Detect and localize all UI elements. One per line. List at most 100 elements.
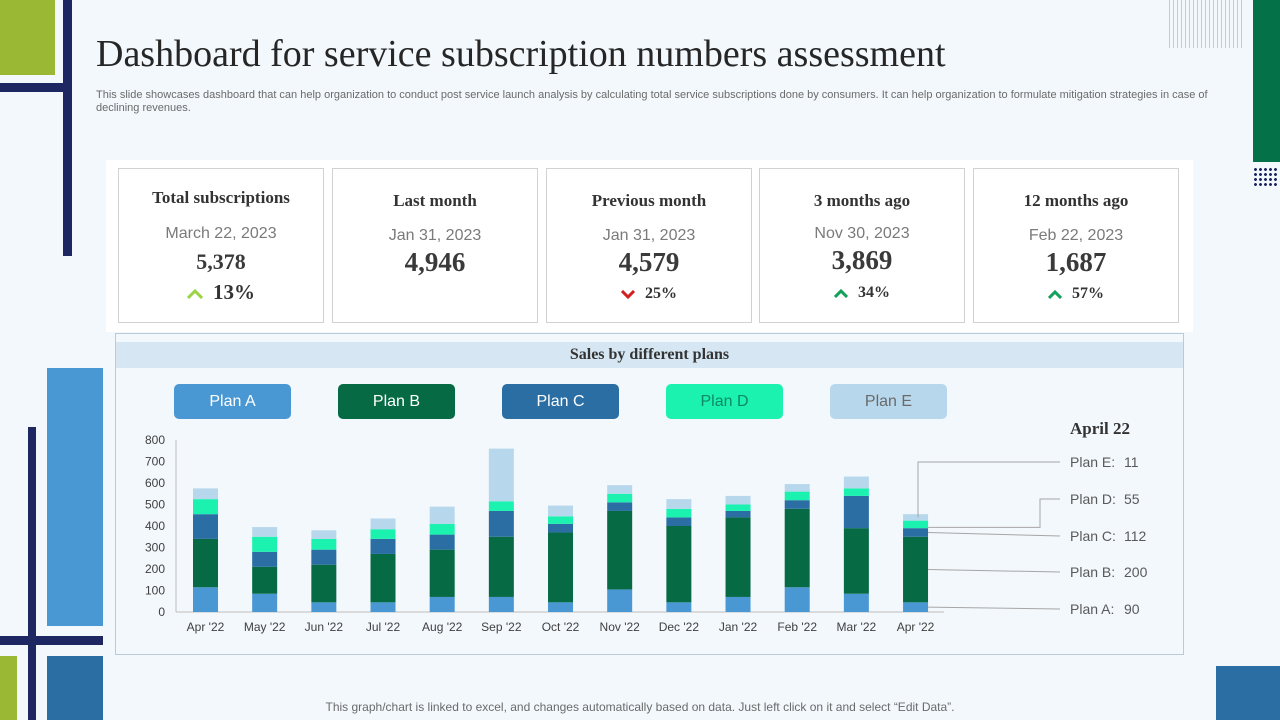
bar-segment xyxy=(370,518,396,530)
bar-segment xyxy=(666,517,692,526)
bar-segment xyxy=(725,510,751,518)
callout-value: 11 xyxy=(1124,454,1139,470)
bar-segment xyxy=(193,538,218,588)
x-tick-label: Jan '22 xyxy=(719,620,758,634)
bar-segment xyxy=(488,596,514,612)
bar-segment xyxy=(607,589,633,612)
kpi-card-total: Total subscriptions March 22, 2023 5,378… xyxy=(118,168,324,323)
kpi-title: 3 months ago xyxy=(813,191,911,210)
bar-segment xyxy=(193,514,218,539)
y-tick-label: 800 xyxy=(145,433,165,447)
trend-up-icon xyxy=(834,288,848,298)
kpi-value: 4,946 xyxy=(404,247,466,277)
callout-line xyxy=(928,569,1061,573)
callout-line xyxy=(917,461,1060,518)
kpi-date: March 22, 2023 xyxy=(165,225,277,242)
x-tick-label: Nov '22 xyxy=(600,620,641,634)
plan-a-button[interactable]: Plan A xyxy=(174,384,291,419)
bar-segment xyxy=(784,508,810,588)
bar-segment xyxy=(843,593,869,612)
bar-segment xyxy=(548,516,574,524)
kpi-value: 3,869 xyxy=(831,245,893,275)
bar-segment xyxy=(548,602,574,612)
callout-line xyxy=(928,498,1060,528)
bar-segment xyxy=(843,488,869,496)
bar-segment xyxy=(488,510,514,537)
bar-segment xyxy=(252,551,278,567)
decor-bar xyxy=(0,636,103,645)
bar-segment xyxy=(607,485,633,494)
bar-segment xyxy=(252,593,278,612)
bar-segment xyxy=(193,587,218,612)
callout-line xyxy=(928,531,1061,537)
bar-segment xyxy=(843,495,869,529)
bar-segment xyxy=(429,534,455,550)
kpi-value: 1,687 xyxy=(1045,247,1107,277)
kpi-change: 34% xyxy=(760,284,964,302)
y-tick-label: 400 xyxy=(145,519,165,533)
y-tick-label: 700 xyxy=(145,455,165,469)
bar-segment xyxy=(666,499,692,509)
kpi-change-value: 34% xyxy=(858,284,890,301)
bar-segment xyxy=(903,514,929,521)
bar-segment xyxy=(843,528,869,594)
kpi-change: 13% xyxy=(119,280,323,305)
bar-segment xyxy=(903,520,929,529)
bar-segment xyxy=(252,566,278,594)
y-tick-label: 600 xyxy=(145,476,165,490)
chart-panel xyxy=(115,333,1184,655)
plan-b-button[interactable]: Plan B xyxy=(338,384,455,419)
x-tick-label: Apr '22 xyxy=(187,620,225,634)
y-tick-label: 0 xyxy=(158,605,165,619)
x-tick-label: Feb '22 xyxy=(777,620,817,634)
bar-segment xyxy=(725,495,751,505)
x-tick-label: Jul '22 xyxy=(366,620,401,634)
chart-title: Sales by different plans xyxy=(569,346,730,363)
bar-segment xyxy=(784,484,810,492)
y-tick-labels: 0 100 200 300 400 500 600 700 800 xyxy=(145,433,165,619)
bar-segment xyxy=(311,549,337,565)
x-tick-labels: Apr '22 May '22 Jun '22 Jul '22 Aug '22 Sep '… xyxy=(187,620,935,634)
y-tick-label: 300 xyxy=(145,541,165,555)
x-tick-label: Oct '22 xyxy=(542,620,580,634)
bar-segment xyxy=(370,538,396,554)
decor-bar xyxy=(28,427,36,720)
kpi-change-value: 57% xyxy=(1072,285,1104,302)
bar-segment xyxy=(193,488,218,500)
bar-segment xyxy=(843,476,869,489)
bar-segment xyxy=(488,501,514,511)
bar-segment xyxy=(548,532,574,603)
bar-segment xyxy=(429,523,455,535)
bar-segment xyxy=(193,499,218,515)
bar-segment xyxy=(607,510,633,590)
decor-block xyxy=(0,0,55,75)
kpi-card-last-month: Last month Jan 31, 2023 4,946 xyxy=(332,168,538,323)
callout-value: 112 xyxy=(1124,528,1147,544)
bar-segment xyxy=(666,508,692,518)
chart-header-band xyxy=(116,342,1183,368)
y-tick-label: 200 xyxy=(145,562,165,576)
bar-segment xyxy=(370,553,396,603)
x-tick-label: Aug '22 xyxy=(422,620,463,634)
decor-stripes xyxy=(1169,0,1245,48)
decor-block xyxy=(0,656,17,720)
y-tick-label: 100 xyxy=(145,584,165,598)
plan-e-button[interactable]: Plan E xyxy=(830,384,947,419)
kpi-card-previous-month: Previous month Jan 31, 2023 4,579 25% xyxy=(546,168,752,323)
kpi-change: 25% xyxy=(547,285,751,303)
plan-d-button[interactable]: Plan D xyxy=(666,384,783,419)
x-tick-label: Sep '22 xyxy=(481,620,522,634)
kpi-change: 57% xyxy=(974,285,1178,303)
callout-value: 55 xyxy=(1124,491,1140,507)
bar-segment xyxy=(429,506,455,524)
bar-segment xyxy=(784,491,810,501)
bar-segment xyxy=(252,527,278,537)
callout-label: Plan C: xyxy=(1070,528,1116,544)
plan-c-button[interactable]: Plan C xyxy=(502,384,619,419)
bar-segment xyxy=(903,536,929,603)
decor-block xyxy=(1253,0,1280,162)
kpi-card-12-months: 12 months ago Feb 22, 2023 1,687 57% xyxy=(973,168,1179,323)
kpi-change-value: 25% xyxy=(645,285,677,302)
bar-segment xyxy=(725,596,751,612)
page-description: This slide showcases dashboard that can … xyxy=(96,89,1208,114)
